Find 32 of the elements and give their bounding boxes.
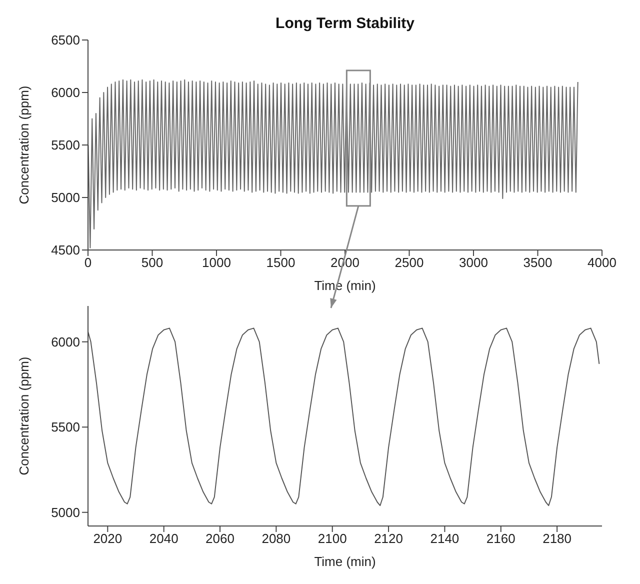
x-tick-label: 2160 xyxy=(486,531,516,546)
x-tick-label: 0 xyxy=(84,255,92,270)
x-axis-title: Time (min) xyxy=(314,554,376,569)
y-axis-title: Concentration (ppm) xyxy=(16,356,32,476)
x-tick-label: 2040 xyxy=(149,531,178,546)
y-tick-label: 5500 xyxy=(51,420,80,435)
x-tick-label: 2060 xyxy=(206,531,234,546)
y-axis-title: Concentration (ppm) xyxy=(16,86,32,204)
y-tick-label: 6500 xyxy=(51,32,80,48)
y-tick-label: 6000 xyxy=(51,85,80,100)
line-series xyxy=(88,328,600,506)
x-tick-label: 2020 xyxy=(93,531,122,546)
x-tick-label: 2100 xyxy=(318,531,347,546)
x-tick-label: 2120 xyxy=(374,531,403,546)
x-tick-label: 3000 xyxy=(459,255,488,270)
x-tick-label: 500 xyxy=(141,255,164,270)
line-series xyxy=(88,79,578,248)
x-tick-label: 1500 xyxy=(266,255,296,270)
x-tick-label: 2500 xyxy=(394,255,424,270)
chart-title: Long Term Stability xyxy=(276,15,414,32)
x-tick-label: 3500 xyxy=(523,255,552,270)
x-tick-label: 2080 xyxy=(262,531,291,546)
y-tick-label: 5500 xyxy=(51,138,80,153)
y-tick-label: 4500 xyxy=(51,242,80,258)
x-tick-label: 2000 xyxy=(330,255,360,270)
x-tick-label: 2140 xyxy=(430,531,460,546)
x-tick-label: 2180 xyxy=(542,531,572,546)
x-tick-label: 4000 xyxy=(588,255,616,270)
x-tick-label: 1000 xyxy=(202,255,231,270)
y-tick-label: 5000 xyxy=(51,190,80,206)
y-tick-label: 5000 xyxy=(51,504,80,520)
y-tick-label: 6000 xyxy=(51,334,80,350)
